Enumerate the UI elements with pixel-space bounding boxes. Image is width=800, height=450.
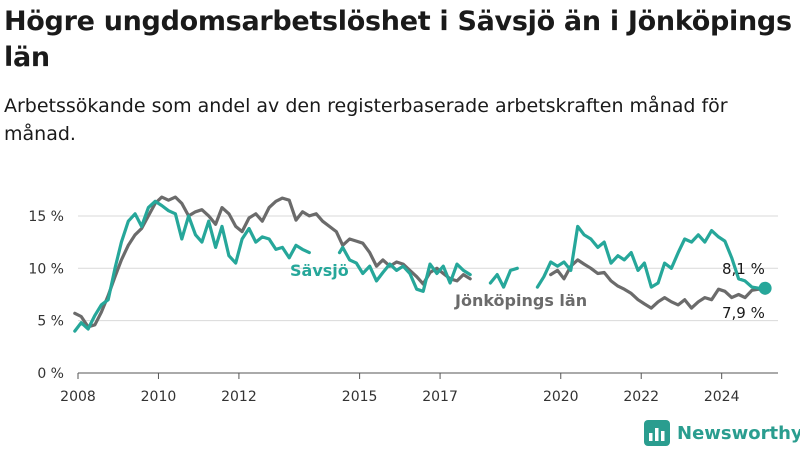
brand-logo: Newsworthy bbox=[644, 420, 800, 446]
line-chart: 0 % 5 % 10 % 15 % 2008 2010 2012 2015 2017 2020 2… bbox=[28, 195, 778, 405]
x-tick-label: 2022 bbox=[623, 389, 659, 405]
y-tick-label: 5 % bbox=[37, 314, 64, 330]
series-line-jonkoping bbox=[73, 195, 767, 329]
series-label-jonkoping: Jönköpings län bbox=[454, 291, 587, 310]
bar-chart-logo-icon bbox=[644, 420, 670, 446]
y-tick-label: 10 % bbox=[28, 261, 64, 277]
chart-subtitle: Arbetssökande som andel av den registerb… bbox=[4, 95, 728, 145]
x-tick-label: 2010 bbox=[141, 389, 177, 405]
brand-name: Newsworthy bbox=[677, 422, 800, 444]
x-tick-label: 2015 bbox=[342, 389, 378, 405]
series-line-savsjo bbox=[73, 199, 767, 333]
end-point-savsjo bbox=[758, 281, 772, 295]
y-tick-label: 15 % bbox=[28, 209, 64, 225]
end-value-savsjo: 8,1 % bbox=[722, 260, 765, 278]
series-label-savsjo: Sävsjö bbox=[290, 261, 349, 280]
y-tick-label: 0 % bbox=[37, 366, 64, 382]
x-tick-label: 2017 bbox=[422, 389, 458, 405]
x-tick-label: 2012 bbox=[221, 389, 257, 405]
x-tick-label: 2020 bbox=[543, 389, 579, 405]
x-tick-label: 2024 bbox=[704, 389, 740, 405]
chart-title: Högre ungdomsarbetslöshet i Sävsjö än i … bbox=[4, 6, 792, 73]
x-tick-label: 2008 bbox=[60, 389, 96, 405]
end-value-jonkoping: 7,9 % bbox=[722, 304, 765, 322]
